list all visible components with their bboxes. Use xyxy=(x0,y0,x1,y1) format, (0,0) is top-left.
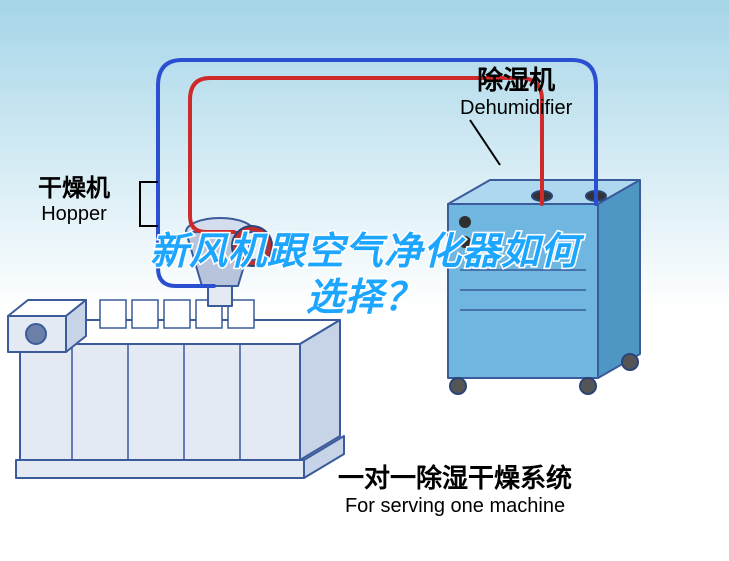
diagram-canvas: 干燥机 Hopper 除湿机 Dehumidifier 一对一除湿干燥系统 Fo… xyxy=(0,0,729,561)
system-label: 一对一除湿干燥系统 For serving one machine xyxy=(338,458,572,518)
hopper-label-en: Hopper xyxy=(38,203,110,226)
dehumidifier-label-cn: 除湿机 xyxy=(460,60,572,97)
overlay-line1: 新风机跟空气净化器如何 xyxy=(0,230,729,276)
overlay-title: 新风机跟空气净化器如何 选择？ xyxy=(0,230,729,321)
dehumidifier-label: 除湿机 Dehumidifier xyxy=(460,60,572,120)
hopper-label: 干燥机 Hopper xyxy=(38,168,110,226)
overlay-line2: 选择？ xyxy=(0,276,729,322)
system-label-en: For serving one machine xyxy=(338,495,572,518)
system-label-cn: 一对一除湿干燥系统 xyxy=(338,458,572,495)
hopper-label-cn: 干燥机 xyxy=(38,168,110,203)
dehumidifier-label-en: Dehumidifier xyxy=(460,97,572,120)
